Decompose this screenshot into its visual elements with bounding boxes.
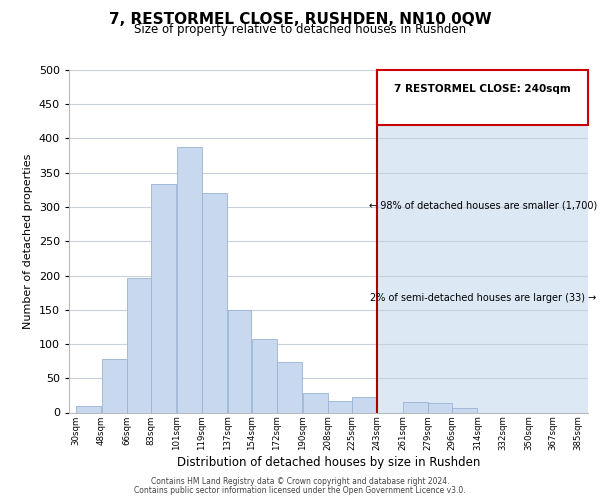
Bar — [127, 278, 151, 412]
Bar — [251, 338, 277, 412]
Bar — [302, 392, 328, 412]
Bar — [202, 192, 227, 412]
Bar — [328, 401, 352, 412]
Bar — [102, 359, 127, 412]
Bar — [176, 146, 202, 412]
Text: Size of property relative to detached houses in Rushden: Size of property relative to detached ho… — [134, 22, 466, 36]
Text: 7, RESTORMEL CLOSE, RUSHDEN, NN10 0QW: 7, RESTORMEL CLOSE, RUSHDEN, NN10 0QW — [109, 12, 491, 28]
Bar — [277, 362, 302, 412]
FancyBboxPatch shape — [377, 70, 588, 125]
X-axis label: Distribution of detached houses by size in Rushden: Distribution of detached houses by size … — [177, 456, 480, 468]
Bar — [227, 310, 251, 412]
Text: 7 RESTORMEL CLOSE: 240sqm: 7 RESTORMEL CLOSE: 240sqm — [394, 84, 571, 94]
Text: ← 98% of detached houses are smaller (1,700): ← 98% of detached houses are smaller (1,… — [368, 200, 597, 210]
Bar — [76, 406, 101, 412]
Text: Contains HM Land Registry data © Crown copyright and database right 2024.: Contains HM Land Registry data © Crown c… — [151, 477, 449, 486]
Text: 2% of semi-detached houses are larger (33) →: 2% of semi-detached houses are larger (3… — [370, 292, 596, 302]
Bar — [151, 184, 176, 412]
Text: Contains public sector information licensed under the Open Government Licence v3: Contains public sector information licen… — [134, 486, 466, 495]
Y-axis label: Number of detached properties: Number of detached properties — [23, 154, 33, 329]
Bar — [377, 70, 588, 412]
Bar — [352, 398, 377, 412]
Bar — [428, 403, 452, 412]
Bar — [452, 408, 478, 412]
Bar — [403, 402, 428, 412]
